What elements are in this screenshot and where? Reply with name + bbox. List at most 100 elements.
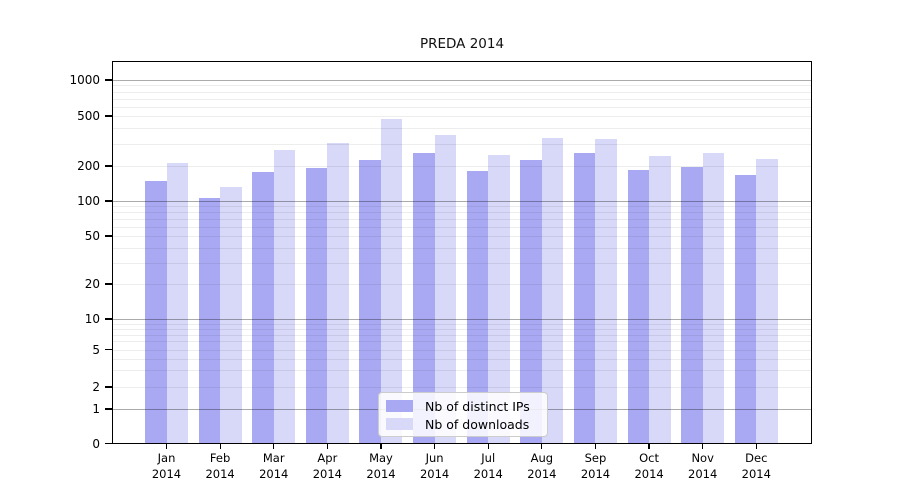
x-tick-label-dec: Dec 2014 bbox=[728, 451, 784, 482]
x-tick-label-year: 2014 bbox=[419, 466, 450, 481]
gridline-minor-900 bbox=[112, 85, 812, 87]
x-tick-label-year: 2014 bbox=[151, 466, 182, 481]
x-tick-label-month: Mar bbox=[262, 451, 285, 465]
y-tick-label-0: 0 bbox=[92, 436, 100, 451]
legend: Nb of distinct IPs Nb of downloads bbox=[378, 392, 548, 437]
y-tick-label-500: 500 bbox=[77, 109, 100, 123]
y-tick-label-200: 200 bbox=[77, 159, 100, 173]
y-tick-1000 bbox=[105, 79, 112, 81]
gridline-major-100 bbox=[112, 201, 812, 202]
bar-distinct-ips-aug bbox=[520, 159, 542, 444]
x-tick-may bbox=[380, 444, 382, 449]
x-tick-jan bbox=[165, 444, 168, 449]
gridline-minor-6 bbox=[112, 341, 812, 343]
x-tick-label-year: 2014 bbox=[259, 466, 289, 481]
gridline-minor-3 bbox=[112, 370, 812, 372]
bar-distinct-ips-nov bbox=[681, 167, 703, 444]
x-tick-mar bbox=[273, 444, 275, 449]
legend-label-distinct-ips: Nb of distinct IPs bbox=[425, 398, 530, 414]
x-tick-label-oct: Oct 2014 bbox=[621, 451, 677, 482]
y-tick-500 bbox=[105, 115, 112, 117]
gridline-minor-2 bbox=[112, 387, 812, 388]
y-tick-label-10: 10 bbox=[84, 312, 100, 326]
bar-downloads-sep bbox=[595, 139, 617, 444]
gridline-minor-200 bbox=[112, 166, 812, 167]
y-tick-label-20: 20 bbox=[84, 277, 100, 291]
x-tick-label-aug: Aug 2014 bbox=[514, 451, 570, 482]
y-tick-label-1000: 1000 bbox=[69, 73, 100, 87]
gridline-minor-60 bbox=[112, 226, 812, 228]
x-tick-label-year: 2014 bbox=[580, 466, 611, 481]
gridline-minor-5 bbox=[112, 349, 812, 351]
gridline-minor-30 bbox=[112, 262, 812, 264]
x-tick-label-jan: Jan 2014 bbox=[139, 451, 195, 482]
x-tick-label-year: 2014 bbox=[634, 466, 664, 481]
x-tick-label-year: 2014 bbox=[688, 466, 718, 481]
gridline-minor-700 bbox=[112, 98, 812, 100]
x-tick-label-month: Dec bbox=[745, 451, 768, 465]
gridline-minor-500 bbox=[112, 116, 812, 117]
y-tick-label-1: 1 bbox=[92, 402, 100, 416]
gridline-minor-40 bbox=[112, 247, 812, 249]
y-tick-0 bbox=[105, 442, 112, 445]
x-tick-label-month: Jun bbox=[425, 451, 444, 465]
x-tick-label-jun: Jun 2014 bbox=[407, 451, 463, 482]
gridline-minor-90 bbox=[112, 206, 812, 208]
legend-swatch-downloads bbox=[386, 418, 413, 430]
gridline-minor-4 bbox=[112, 358, 812, 360]
gridline-minor-9 bbox=[112, 323, 812, 325]
y-tick-50 bbox=[105, 235, 112, 237]
bar-distinct-ips-oct bbox=[627, 169, 650, 444]
y-tick-label-5: 5 bbox=[92, 342, 100, 357]
x-tick-label-year: 2014 bbox=[741, 466, 771, 481]
x-tick-label-jul: Jul 2014 bbox=[460, 451, 516, 482]
y-tick-label-50: 50 bbox=[84, 229, 100, 243]
legend-item-distinct-ips: Nb of distinct IPs bbox=[386, 398, 539, 414]
y-tick-2 bbox=[105, 386, 112, 388]
bar-distinct-ips-sep bbox=[573, 153, 596, 444]
bar-downloads-aug bbox=[541, 137, 564, 444]
y-tick-20 bbox=[105, 283, 112, 285]
bar-downloads-jun bbox=[434, 135, 457, 444]
x-tick-label-mar: Mar 2014 bbox=[246, 451, 302, 482]
x-tick-label-feb: Feb 2014 bbox=[192, 451, 248, 482]
x-tick-label-nov: Nov 2014 bbox=[675, 451, 731, 482]
gridline-major-10 bbox=[112, 319, 812, 320]
legend-label-downloads: Nb of downloads bbox=[425, 416, 530, 432]
bar-downloads-apr bbox=[327, 142, 349, 444]
gridline-major-1000 bbox=[112, 80, 812, 81]
x-tick-label-month: Oct bbox=[639, 451, 660, 465]
x-tick-label-month: May bbox=[369, 451, 393, 465]
gridline-minor-600 bbox=[112, 106, 812, 108]
bar-distinct-ips-feb bbox=[198, 198, 221, 444]
bar-distinct-ips-jun bbox=[413, 152, 435, 444]
x-tick-label-year: 2014 bbox=[366, 466, 396, 481]
gridline-minor-7 bbox=[112, 334, 812, 336]
gridline-minor-50 bbox=[112, 236, 812, 237]
bar-downloads-mar bbox=[273, 150, 296, 444]
x-tick-apr bbox=[326, 444, 328, 449]
gridline-minor-8 bbox=[112, 328, 812, 330]
x-tick-oct bbox=[648, 444, 650, 449]
x-tick-label-month: Aug bbox=[530, 451, 554, 465]
x-tick-label-year: 2014 bbox=[205, 466, 235, 481]
x-tick-aug bbox=[541, 444, 543, 449]
bars-layer bbox=[112, 61, 812, 444]
bar-downloads-jul bbox=[488, 154, 510, 444]
x-tick-label-month: Jul bbox=[481, 451, 496, 465]
x-tick-label-month: Jan bbox=[157, 451, 176, 465]
gridline-minor-800 bbox=[112, 91, 812, 93]
x-tick-label-apr: Apr 2014 bbox=[299, 451, 355, 482]
legend-item-downloads: Nb of downloads bbox=[386, 416, 539, 432]
x-tick-jun bbox=[434, 444, 436, 449]
x-tick-label-month: Apr bbox=[317, 451, 338, 465]
y-tick-label-100: 100 bbox=[77, 194, 100, 208]
bar-distinct-ips-jan bbox=[145, 180, 167, 444]
bar-distinct-ips-may bbox=[359, 159, 381, 444]
bar-downloads-feb bbox=[220, 187, 242, 444]
x-tick-label-month: Sep bbox=[584, 451, 607, 465]
x-tick-label-year: 2014 bbox=[527, 466, 557, 481]
gridline-minor-300 bbox=[112, 143, 812, 145]
y-tick-label-2: 2 bbox=[92, 380, 100, 394]
